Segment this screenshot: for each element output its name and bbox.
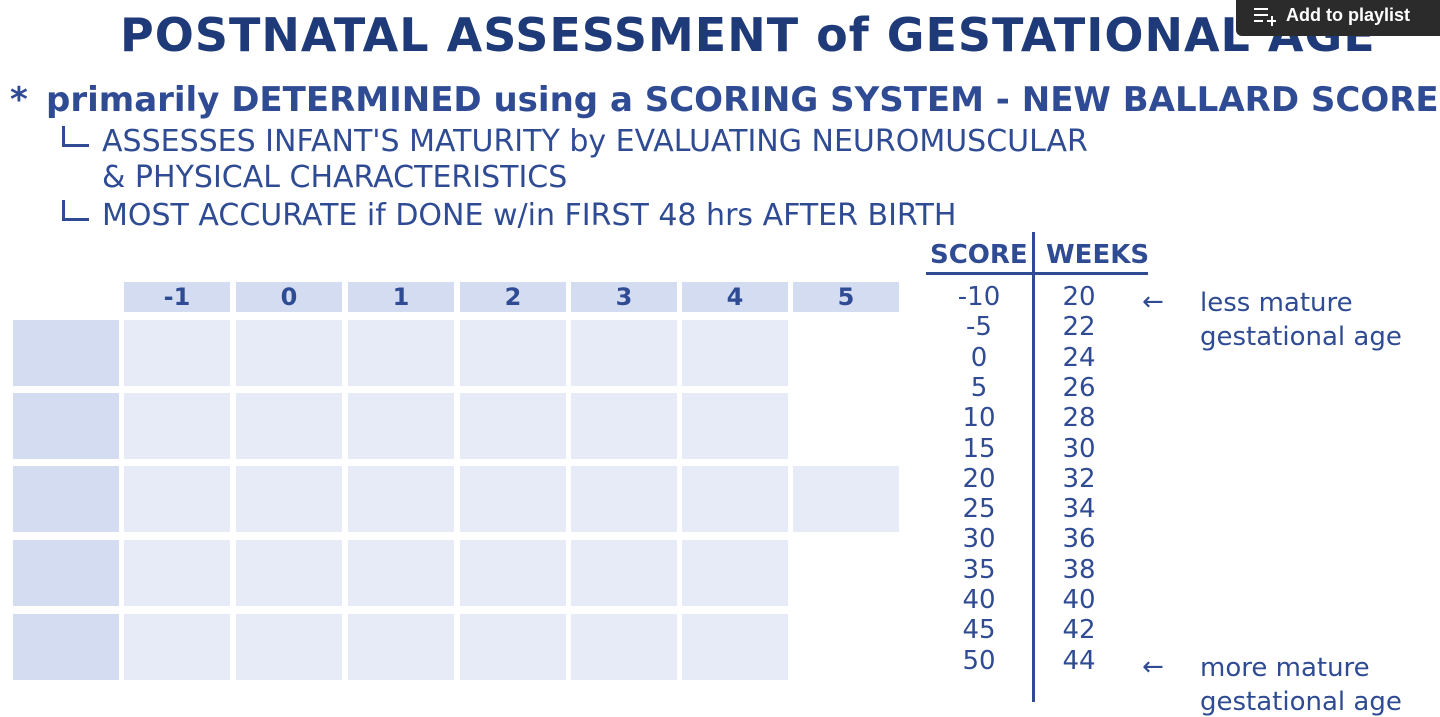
grid-column-header: -1 — [124, 282, 230, 312]
score-value: 15 — [962, 433, 996, 464]
grid-cell — [793, 466, 899, 532]
sub-point-1-line2: & PHYSICAL CHARACTERISTICS — [102, 160, 568, 195]
score-value: 0 — [970, 342, 988, 373]
note-more-mature-line2: gestational age — [1200, 687, 1402, 717]
grid-cell — [236, 320, 342, 386]
score-value: 35 — [962, 554, 996, 585]
weeks-value: 36 — [1062, 524, 1096, 555]
grid-cell — [236, 466, 342, 532]
add-to-playlist-button[interactable]: Add to playlist — [1236, 0, 1440, 36]
grid-column-header: 2 — [460, 282, 566, 312]
grid-row-header — [13, 320, 119, 386]
grid-cell — [571, 614, 677, 680]
grid-cell — [348, 540, 454, 606]
playlist-add-icon — [1254, 6, 1276, 26]
sub-point-1-line1: ASSESSES INFANT'S MATURITY by EVALUATING… — [102, 124, 1088, 159]
weeks-value: 34 — [1062, 494, 1096, 525]
score-value: 30 — [962, 524, 996, 555]
weeks-value: 40 — [1062, 585, 1096, 615]
arrow-left-icon: ← — [1142, 652, 1164, 682]
score-value: 10 — [962, 403, 996, 434]
grid-cell — [124, 393, 230, 459]
grid-column-header: 3 — [571, 282, 677, 312]
grid-row-header — [13, 393, 119, 459]
grid-cell — [682, 320, 788, 386]
score-value: 40 — [962, 585, 996, 615]
grid-column-header: 4 — [682, 282, 788, 312]
grid-cell — [348, 466, 454, 532]
score-header: SCORE — [930, 240, 1028, 270]
grid-cell — [124, 320, 230, 386]
grid-cell — [682, 393, 788, 459]
grid-cell — [348, 320, 454, 386]
grid-row-header — [13, 540, 119, 606]
weeks-value: 44 — [1062, 645, 1096, 676]
elbow-arrow-icon — [62, 200, 89, 221]
score-value: 5 — [970, 372, 988, 403]
grid-cell — [571, 320, 677, 386]
weeks-value: 42 — [1062, 615, 1096, 646]
weeks-value: 22 — [1062, 312, 1096, 343]
weeks-value: 20 — [1062, 282, 1096, 312]
grid-row-header — [13, 466, 119, 532]
score-value: 25 — [962, 494, 996, 525]
grid-cell — [682, 466, 788, 532]
grid-cell — [124, 466, 230, 532]
score-value: 45 — [962, 615, 996, 646]
grid-cell — [460, 540, 566, 606]
grid-column-header: 1 — [348, 282, 454, 312]
note-less-mature-line2: gestational age — [1200, 322, 1402, 352]
score-value: 20 — [962, 463, 996, 494]
grid-cell — [571, 466, 677, 532]
elbow-arrow-icon — [62, 126, 89, 147]
add-to-playlist-label: Add to playlist — [1286, 4, 1411, 25]
intro-text: primarily DETERMINED using a SCORING SYS… — [46, 80, 1439, 120]
weeks-value: 38 — [1062, 554, 1096, 585]
grid-cell — [460, 320, 566, 386]
grid-cell — [236, 540, 342, 606]
score-value: 50 — [962, 645, 996, 676]
grid-cell — [124, 614, 230, 680]
grid-cell — [236, 393, 342, 459]
grid-cell — [460, 466, 566, 532]
weeks-value: 28 — [1062, 403, 1096, 434]
grid-cell — [571, 540, 677, 606]
grid-cell — [348, 614, 454, 680]
note-less-mature-line1: less mature — [1200, 288, 1353, 318]
weeks-value: 24 — [1062, 342, 1096, 373]
grid-cell — [571, 393, 677, 459]
weeks-value: 32 — [1062, 463, 1096, 494]
page-title: POSTNATAL ASSESSMENT of GESTATIONAL AGE — [120, 8, 1376, 62]
bullet-star: * — [10, 80, 28, 120]
grid-cell — [460, 393, 566, 459]
grid-cell — [124, 540, 230, 606]
score-value: -10 — [957, 282, 1001, 312]
sub-point-2-line1: MOST ACCURATE if DONE w/in FIRST 48 hrs … — [102, 198, 957, 233]
grid-column-header: 5 — [793, 282, 899, 312]
grid-cell — [236, 614, 342, 680]
note-more-mature-line1: more mature — [1200, 653, 1370, 683]
weeks-header: WEEKS — [1046, 240, 1150, 270]
grid-cell — [348, 393, 454, 459]
grid-column-header: 0 — [236, 282, 342, 312]
table-divider-horizontal — [926, 272, 1148, 275]
grid-cell — [460, 614, 566, 680]
arrow-left-icon: ← — [1142, 287, 1164, 317]
weeks-value: 26 — [1062, 372, 1096, 403]
weeks-value: 30 — [1062, 433, 1096, 464]
table-divider-vertical — [1032, 232, 1035, 702]
grid-row-header — [13, 614, 119, 680]
grid-cell — [682, 540, 788, 606]
grid-cell — [682, 614, 788, 680]
score-value: -5 — [966, 312, 992, 343]
